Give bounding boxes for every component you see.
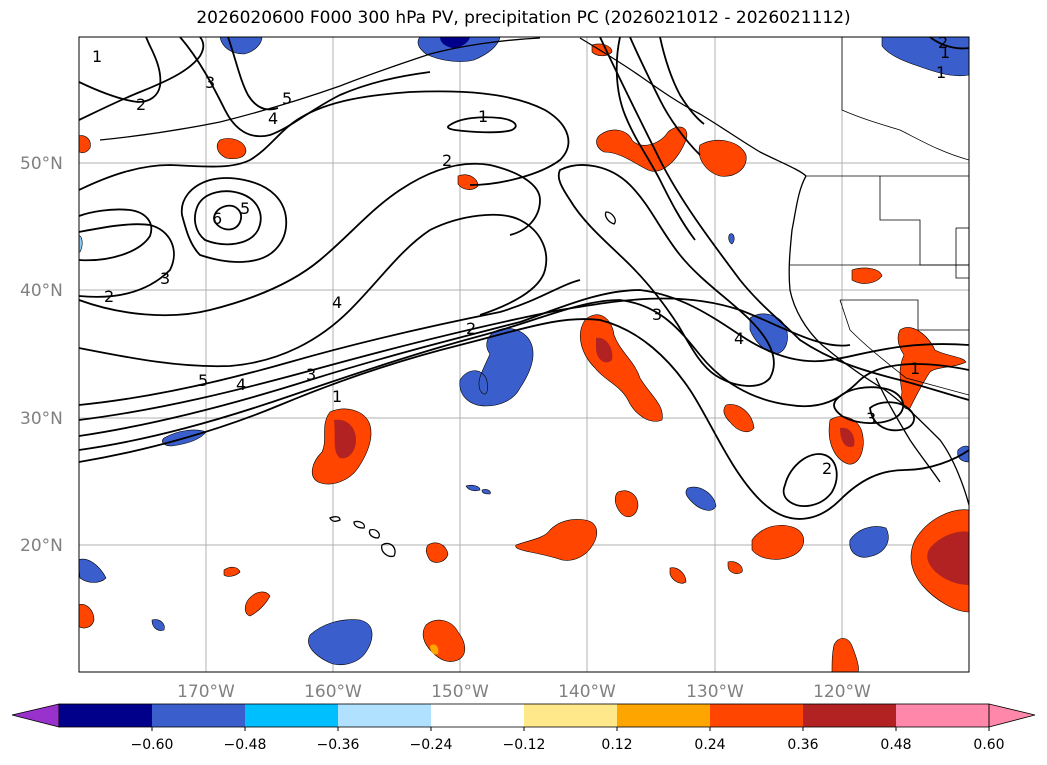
lon-tick-label: 150°W (431, 682, 489, 702)
map-title: 2026020600 F000 300 hPa PV, precipitatio… (196, 8, 851, 28)
colorbar-bin (431, 704, 525, 727)
precip-positive-areas (79, 43, 969, 672)
pv-contour-label: 2 (466, 319, 476, 338)
pv-contour-label: 5 (198, 371, 208, 390)
pv-contour-label-group: 1 2 3 4 5 6 1 2 5 4 3 2 5 4 3 1 3 4 2 1 … (92, 33, 950, 478)
precip-blob-trop-east (751, 525, 804, 560)
colorbar: −0.60 −0.48 −0.36 −0.24 −0.12 0.12 0.24 0.36 0.4… (11, 703, 1036, 753)
pv-contour-label: 5 (240, 199, 250, 218)
colorbar-tick-label: −0.24 (410, 737, 453, 753)
precip-negative-areas (79, 37, 969, 665)
political-borders (790, 37, 969, 396)
colorbar-bin (710, 704, 804, 727)
pv-contour-label: 4 (332, 293, 342, 312)
pv-contour-label: 3 (652, 305, 662, 324)
colorbar-tick-label: 0.48 (880, 737, 911, 753)
pv-contour-label: 4 (734, 329, 744, 348)
pv-contour-label: 1 (478, 107, 488, 126)
precip-blob-ca (897, 327, 967, 410)
precip-blob-bc (698, 139, 747, 177)
colorbar-bin (245, 704, 339, 727)
lon-tick-label: 170°W (177, 682, 235, 702)
pv-contour-label: 2 (938, 33, 948, 52)
colorbar-tick-label: 0.24 (694, 737, 725, 753)
colorbar-tick-label: 0.36 (787, 737, 818, 753)
colorbar-bin (524, 704, 618, 727)
lon-tick-label: 120°W (813, 682, 871, 702)
precip-neg-blob-hawaii-s (308, 619, 373, 665)
colorbar-tick-label: −0.12 (503, 737, 546, 753)
pv-contour-label: 1 (910, 359, 920, 378)
pv-contours (79, 37, 969, 520)
pv-contour-label: 2 (104, 287, 114, 306)
precip-neg-blob-oregon (749, 313, 788, 355)
colorbar-tick-label: −0.60 (131, 737, 174, 753)
colorbar-bin (896, 704, 990, 727)
pv-contour-label: 3 (866, 409, 876, 428)
colorbar-bin (617, 704, 711, 727)
precip-blob-trop-central (515, 519, 598, 561)
colorbar-tick-label: −0.48 (224, 737, 267, 753)
colorbar-bin (803, 704, 897, 727)
pv-contour-label: 4 (268, 109, 278, 128)
pv-contour-label: 3 (160, 269, 170, 288)
lat-tick-label: 20°N (20, 536, 63, 556)
pv-contour-label: 6 (212, 209, 222, 228)
pv-contour-label: 2 (442, 151, 452, 170)
colorbar-bin (338, 704, 432, 727)
lon-tick-label: 140°W (558, 682, 616, 702)
pv-contour-label: 3 (306, 365, 316, 384)
lat-tick-label: 30°N (20, 409, 63, 429)
colorbar-extend-high (988, 703, 1036, 728)
pv-contour-label: 2 (822, 459, 832, 478)
lat-tick-label: 50°N (20, 154, 63, 174)
pv-contour-label: 2 (136, 95, 146, 114)
colorbar-bin (59, 704, 153, 727)
lon-tick-labels: 170°W 160°W 150°W 140°W 130°W 120°W (177, 682, 871, 702)
lon-tick-label: 160°W (304, 682, 362, 702)
pv-contour-label: 1 (332, 387, 342, 406)
coastlines (99, 37, 969, 558)
lat-tick-labels: 50°N 40°N 30°N 20°N (20, 154, 63, 556)
lat-tick-label: 40°N (20, 281, 63, 301)
pv-contour-label: 1 (936, 63, 946, 82)
pv-contour-label: 5 (282, 89, 292, 108)
graticule (79, 37, 969, 672)
precip-blob-aleutian (216, 138, 247, 160)
map-frame (78, 36, 970, 673)
colorbar-tick-label: 0.12 (601, 737, 632, 753)
pv-contour-label: 3 (205, 73, 215, 92)
pv-contour-label: 4 (236, 375, 246, 394)
colorbar-tick-label: 0.60 (973, 737, 1004, 753)
colorbar-extend-low (11, 703, 60, 728)
colorbar-tick-label: −0.36 (317, 737, 360, 753)
pv-contour-label: 1 (940, 43, 950, 62)
pv-contour-label: 1 (92, 47, 102, 66)
colorbar-bin (152, 704, 246, 727)
lon-tick-label: 130°W (686, 682, 744, 702)
